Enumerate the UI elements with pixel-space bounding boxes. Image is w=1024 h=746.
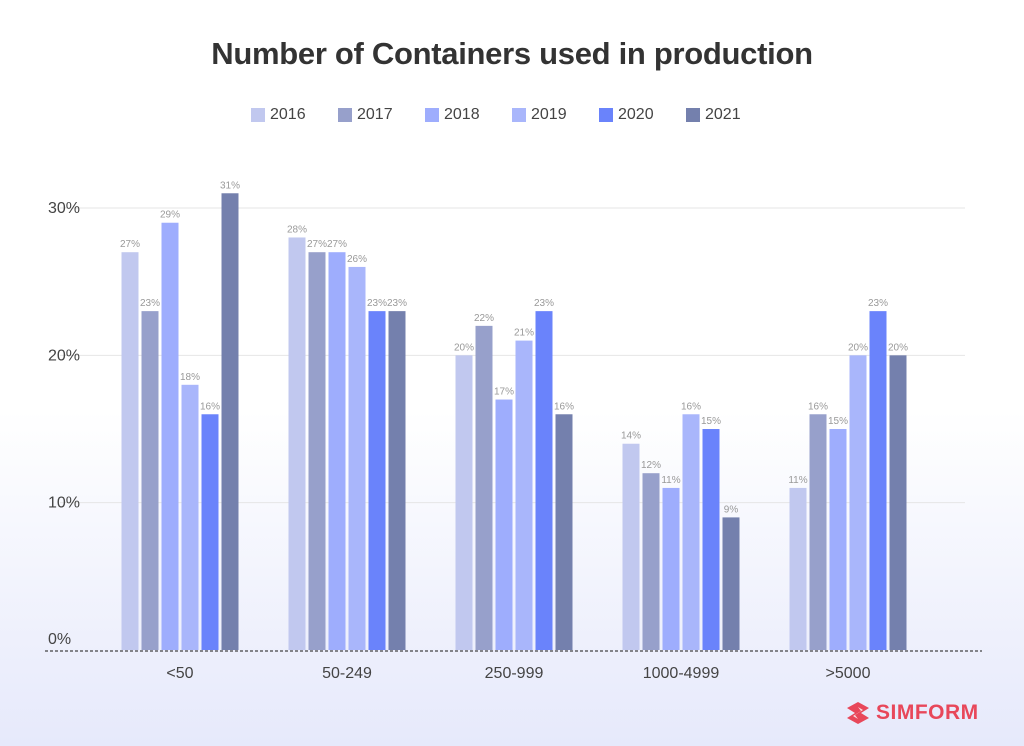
- x-tick-label: 250-999: [485, 665, 544, 682]
- bar-data-label: 26%: [347, 254, 367, 265]
- bar: [201, 414, 219, 650]
- legend-swatch: [599, 108, 613, 122]
- bar: [662, 487, 680, 650]
- bar-data-label: 21%: [514, 328, 534, 339]
- simform-logo-icon: [847, 702, 869, 724]
- y-tick-label: 0%: [48, 631, 71, 648]
- bar: [495, 399, 513, 650]
- bar-data-label: 16%: [554, 401, 574, 412]
- brand-name: SIMFORM: [876, 701, 979, 724]
- bar: [722, 517, 740, 650]
- legend-label: 2018: [444, 106, 480, 123]
- legend-item: 2016: [251, 106, 338, 124]
- legend-item: 2020: [599, 106, 686, 124]
- bar-data-label: 23%: [534, 298, 554, 309]
- legend-item: 2017: [338, 106, 425, 124]
- bar: [141, 311, 159, 650]
- bar-data-label: 16%: [200, 401, 220, 412]
- bar: [181, 384, 199, 650]
- bar-data-label: 12%: [641, 460, 661, 471]
- bar: [809, 414, 827, 650]
- bar-data-label: 27%: [307, 239, 327, 250]
- y-tick-label: 20%: [48, 347, 80, 364]
- legend: 2016 2017 2018 2019 2020 2021: [0, 106, 1024, 124]
- x-tick-label: 1000-4999: [643, 665, 720, 682]
- bar-data-label: 11%: [661, 475, 680, 486]
- bar: [328, 252, 346, 650]
- legend-swatch: [512, 108, 526, 122]
- bar-data-label: 28%: [287, 224, 307, 235]
- bar: [682, 414, 700, 650]
- legend-item: 2021: [686, 106, 773, 124]
- bar-data-label: 23%: [367, 298, 387, 309]
- bar-data-label: 20%: [888, 342, 908, 353]
- bar-data-label: 15%: [701, 416, 721, 427]
- bar: [535, 311, 553, 650]
- legend-label: 2019: [531, 106, 567, 123]
- bar-data-label: 11%: [788, 475, 807, 486]
- x-tick-label: >5000: [826, 665, 871, 682]
- bar: [829, 429, 847, 650]
- bar-data-label: 29%: [160, 210, 180, 221]
- bar-data-label: 31%: [220, 180, 240, 191]
- bar: [642, 473, 660, 650]
- x-tick-label: 50-249: [322, 665, 372, 682]
- x-tick-label: <50: [166, 665, 193, 682]
- bar-data-label: 27%: [120, 239, 140, 250]
- bar: [475, 325, 493, 650]
- bar-data-label: 16%: [681, 401, 701, 412]
- chart-title: Number of Containers used in production: [211, 36, 813, 71]
- legend-item: 2019: [512, 106, 599, 124]
- bar: [702, 429, 720, 650]
- bar: [849, 355, 867, 650]
- bar-data-label: 15%: [828, 416, 848, 427]
- bar-data-label: 17%: [494, 387, 514, 398]
- bar: [121, 252, 139, 650]
- legend-swatch: [425, 108, 439, 122]
- bar-data-label: 18%: [180, 372, 200, 383]
- bar-data-label: 14%: [621, 431, 641, 442]
- bar-data-label: 22%: [474, 313, 494, 324]
- legend-item: 2018: [425, 106, 512, 124]
- bar: [555, 414, 573, 650]
- bar-data-label: 27%: [327, 239, 347, 250]
- bar: [308, 252, 326, 650]
- bar: [869, 311, 887, 650]
- legend-swatch: [251, 108, 265, 122]
- bar-data-label: 23%: [387, 298, 407, 309]
- bar: [368, 311, 386, 650]
- legend-swatch: [686, 108, 700, 122]
- bar-data-label: 23%: [868, 298, 888, 309]
- simform-logo: SIMFORM: [845, 701, 979, 725]
- bar-data-label: 16%: [808, 401, 828, 412]
- bar-data-label: 20%: [848, 342, 868, 353]
- bar-data-label: 23%: [140, 298, 160, 309]
- legend-label: 2017: [357, 106, 393, 123]
- bar: [455, 355, 473, 650]
- legend-label: 2016: [270, 106, 306, 123]
- legend-swatch: [338, 108, 352, 122]
- bar-data-label: 9%: [724, 504, 739, 515]
- bar-data-label: 20%: [454, 342, 474, 353]
- legend-label: 2020: [618, 106, 654, 123]
- bar: [789, 487, 807, 650]
- bar: [388, 311, 406, 650]
- bar: [348, 266, 366, 650]
- legend-label: 2021: [705, 106, 741, 123]
- bar: [622, 443, 640, 650]
- bar: [288, 237, 306, 650]
- y-tick-label: 30%: [48, 200, 80, 217]
- bar: [515, 340, 533, 650]
- y-tick-label: 10%: [48, 495, 80, 512]
- bar: [161, 222, 179, 650]
- bar: [221, 193, 239, 650]
- bar: [889, 355, 907, 650]
